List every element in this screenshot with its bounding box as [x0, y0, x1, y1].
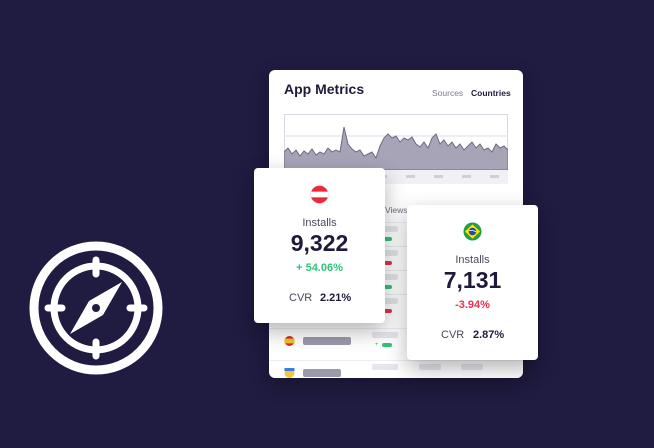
- compass-icon: [29, 241, 163, 375]
- tab-sources[interactable]: Sources: [432, 88, 464, 98]
- country-card-austria[interactable]: Installs 9,322 + 54.06% CVR 2.21%: [254, 168, 385, 323]
- positive-change-bar: [382, 237, 392, 241]
- cvr-label: CVR: [289, 292, 313, 304]
- row-bar: [372, 332, 398, 338]
- positive-change-bar: [382, 285, 392, 289]
- table-row: [269, 246, 523, 271]
- negative-change-bar: [384, 309, 392, 313]
- installs-change: + 54.06%: [296, 262, 343, 274]
- row-bar: [372, 250, 398, 256]
- installs-change: -3.94%: [455, 299, 490, 311]
- row-bar: [372, 274, 398, 280]
- views-column-header: Views: [385, 205, 408, 215]
- cvr-value: 2.21%: [320, 292, 352, 304]
- country-card-brazil[interactable]: Installs 7,131 -3.94% CVR 2.87%: [407, 205, 538, 360]
- table-row: [269, 360, 523, 378]
- plus-icon: +: [375, 342, 379, 348]
- table-row: [269, 294, 523, 319]
- row-bar: [372, 226, 398, 232]
- row-bar: [372, 364, 398, 370]
- brazil-flag-icon: [463, 222, 482, 241]
- row-bar: [419, 364, 441, 370]
- installs-label: Installs: [302, 217, 337, 229]
- cvr-value: 2.87%: [473, 329, 505, 341]
- row-bar: [461, 364, 483, 370]
- tab-countries[interactable]: Countries: [471, 88, 511, 98]
- table-row: [269, 222, 523, 247]
- chart-area: [284, 126, 508, 171]
- row-name-bar: [303, 369, 341, 377]
- installs-value: 7,131: [443, 267, 502, 293]
- installs-value: 9,322: [290, 230, 349, 256]
- spain-flag-icon: [284, 336, 295, 346]
- row-name-bar: [303, 337, 351, 345]
- row-bar: [372, 298, 398, 304]
- table-row: [269, 270, 523, 295]
- positive-change-bar: [382, 343, 392, 347]
- cvr-label: CVR: [441, 329, 465, 341]
- installs-label: Installs: [455, 254, 490, 266]
- flag-icon: [284, 368, 295, 378]
- austria-flag-icon: [310, 185, 329, 204]
- negative-change-bar: [384, 261, 392, 265]
- panel-title: App Metrics: [284, 81, 365, 97]
